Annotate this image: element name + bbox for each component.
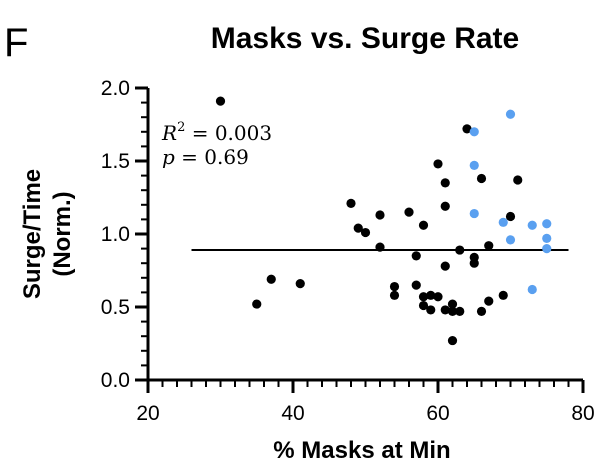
data-point-black [215,96,226,106]
data-point-blue [469,127,479,137]
x-tick-label: 80 [571,402,594,425]
data-point-black [404,207,414,217]
data-point-black [440,201,450,211]
data-point-black [440,305,450,315]
data-point-black [469,258,479,268]
x-axis-label: % Masks at Min [273,437,450,464]
data-point-black [360,227,371,238]
r2-value: = 0.003 [185,121,272,145]
data-point-black [295,279,305,289]
data-point-black [346,198,356,208]
data-point-black [411,251,421,261]
data-point-black [266,274,276,284]
data-point-black [513,175,523,185]
data-point-black [476,306,487,316]
x-tick-label: 40 [281,402,304,425]
r2-prefix: R [161,121,177,145]
data-point-black [498,290,508,300]
data-point-black [455,245,465,255]
data-point-black [252,299,262,309]
x-tick-label: 20 [136,402,159,425]
data-point-black [476,173,487,184]
data-point-black [447,335,458,346]
p-value-annotation: p = 0.69 [162,145,249,169]
data-point-black [418,292,429,302]
data-point-blue [527,284,537,295]
data-point-black [433,292,443,302]
data-point-black [484,241,494,251]
panel-letter: F [4,21,28,65]
y-tick-label: 1.5 [101,150,130,173]
data-point-black [462,124,472,134]
y-tick-label: 0.5 [101,296,130,319]
data-point-black [447,306,458,316]
data-point-black [353,223,363,233]
data-point-blue [469,160,479,170]
y-tick-label: 1.0 [101,223,130,246]
y-tick-label: 0.0 [101,369,130,392]
r2-superscript: 2 [177,120,185,135]
data-point-black [505,211,516,222]
data-point-black [375,242,385,252]
y-tick-label: 2.0 [101,77,130,100]
data-point-blue [505,109,516,119]
data-point-black [440,178,450,188]
data-point-black [418,300,429,311]
data-point-black [426,305,436,315]
data-point-blue [542,244,552,254]
data-point-black [447,299,458,309]
p-value: = 0.69 [175,145,249,169]
data-point-blue [505,235,516,245]
data-point-blue [498,217,508,227]
data-point-black [389,290,400,300]
data-point-black [375,210,385,220]
data-point-blue [542,233,552,243]
data-point-black [484,296,494,306]
chart-title: Masks vs. Surge Rate [211,22,519,55]
data-point-black [389,281,400,292]
data-point-black [411,280,421,290]
data-point-black [433,159,443,169]
data-point-black [418,220,429,230]
y-axis-label: Surge/Time (Norm.) [19,169,76,299]
data-point-blue [542,219,552,229]
data-point-black [440,261,450,271]
y-axis-label-line1: Surge/Time [19,169,46,299]
axes: 20 40 60 80 0.0 0.5 1.0 1.5 2.0 [101,77,595,425]
data-point-blue [469,208,479,219]
data-point-black [426,290,436,300]
data-point-black [455,306,465,316]
x-tick-label: 60 [426,402,449,425]
data-points [215,96,552,346]
r-squared-annotation: R2 = 0.003 [161,120,272,145]
data-point-blue [527,220,537,230]
p-prefix: p [162,145,175,169]
y-axis-label-line2: (Norm.) [49,191,76,276]
